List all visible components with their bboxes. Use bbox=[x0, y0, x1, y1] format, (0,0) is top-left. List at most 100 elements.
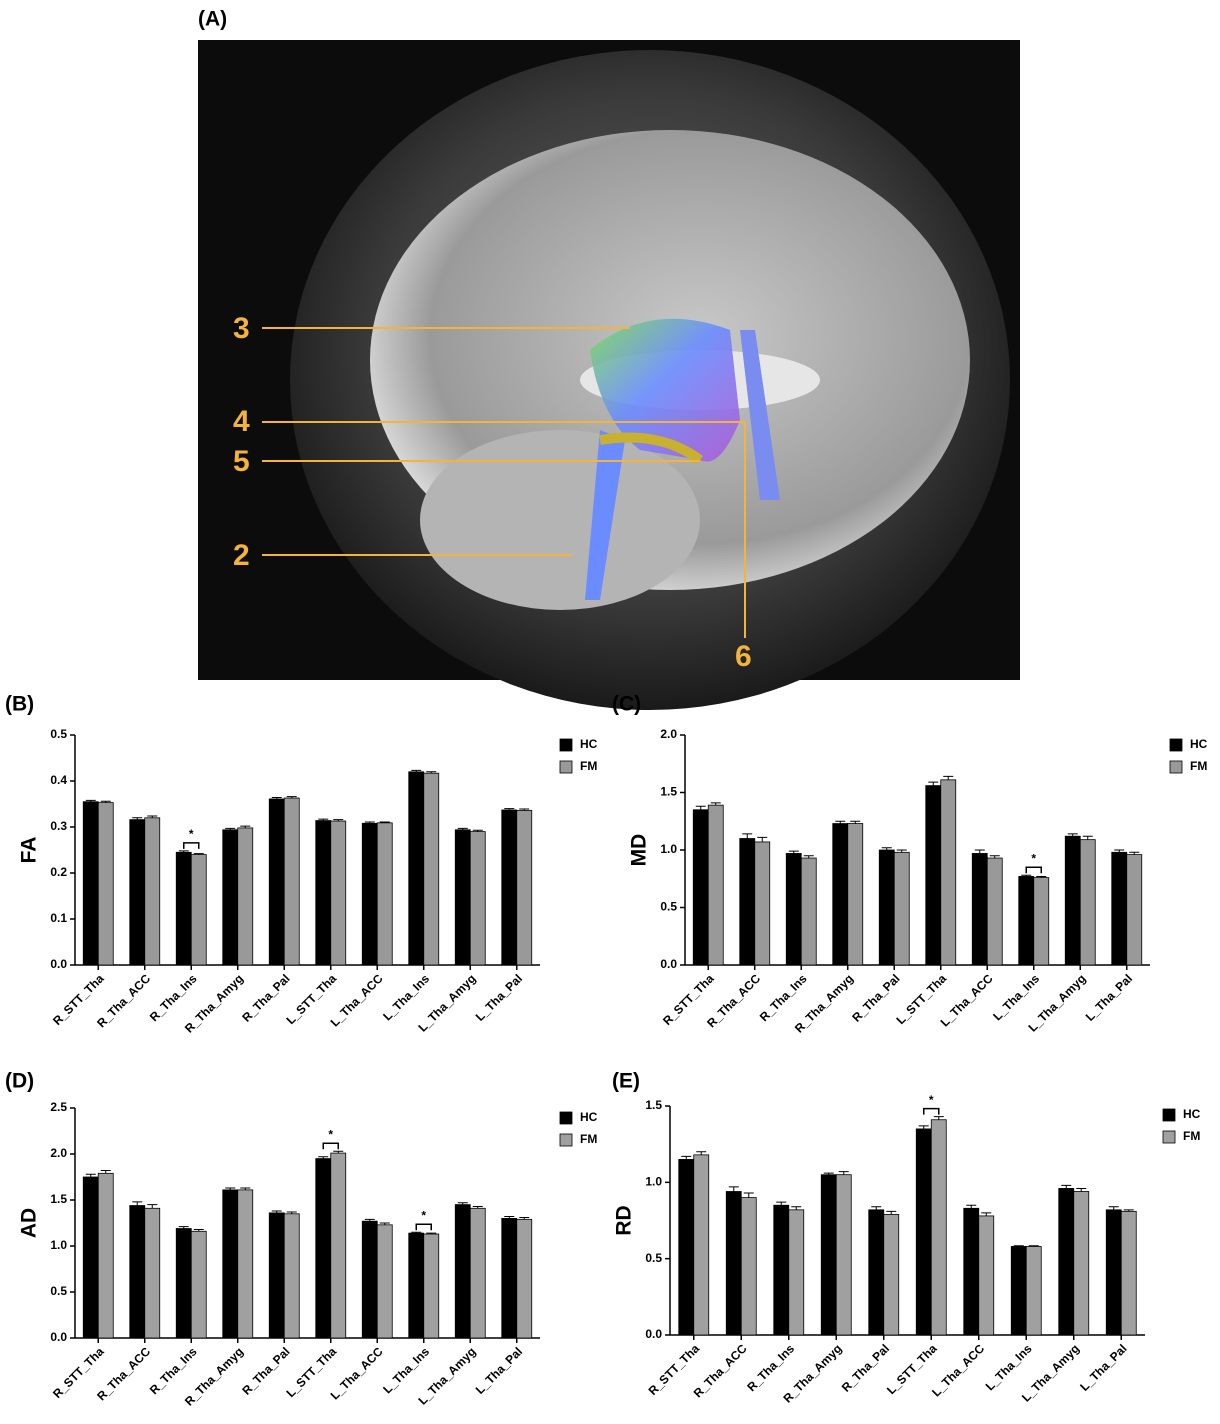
bar bbox=[330, 1152, 347, 1339]
error-bar bbox=[457, 827, 468, 830]
panel-label: (D) bbox=[5, 1070, 34, 1093]
legend-swatch bbox=[1162, 1130, 1176, 1144]
error-bar bbox=[966, 1204, 977, 1209]
error-bar bbox=[504, 808, 515, 810]
legend-swatch bbox=[559, 1133, 573, 1147]
bar bbox=[283, 797, 300, 966]
bar bbox=[754, 841, 771, 966]
error-bar bbox=[881, 847, 892, 850]
error-bar bbox=[333, 1150, 344, 1154]
error-bar bbox=[1076, 1187, 1087, 1192]
bar bbox=[330, 820, 347, 966]
error-bar bbox=[742, 833, 753, 839]
error-bar bbox=[85, 1173, 96, 1177]
error-bar bbox=[838, 1171, 849, 1175]
y-tick-label: 0.0 bbox=[50, 1330, 67, 1344]
error-bar bbox=[886, 1210, 897, 1215]
error-bar bbox=[132, 817, 143, 820]
tract-marker: 2 bbox=[233, 539, 250, 572]
legend-swatch bbox=[559, 1111, 573, 1125]
y-tick-label: 0.2 bbox=[50, 865, 67, 879]
y-axis-label: AD bbox=[18, 1208, 41, 1238]
error-bar bbox=[333, 819, 344, 822]
bar bbox=[175, 1228, 192, 1339]
error-bar bbox=[193, 853, 204, 855]
error-bar bbox=[426, 1232, 437, 1235]
bar bbox=[423, 772, 440, 966]
bar bbox=[1111, 851, 1128, 966]
y-tick-label: 0.4 bbox=[50, 773, 67, 787]
error-bar bbox=[1067, 833, 1078, 837]
error-bar bbox=[100, 1170, 111, 1174]
significance-mark: * bbox=[189, 827, 194, 841]
legend-swatch bbox=[1169, 760, 1183, 774]
significance-mark: * bbox=[1031, 851, 1036, 865]
y-tick-label: 0.0 bbox=[660, 957, 677, 971]
y-tick-label: 0.3 bbox=[50, 819, 67, 833]
legend-swatch bbox=[559, 738, 573, 752]
bar bbox=[1126, 854, 1143, 966]
panel-label: (E) bbox=[612, 1070, 640, 1093]
bar bbox=[315, 1158, 332, 1339]
legend-label: FM bbox=[580, 1132, 597, 1146]
marker-lines bbox=[262, 327, 746, 638]
error-bar bbox=[788, 850, 799, 854]
significance-mark: * bbox=[421, 1208, 426, 1222]
bar bbox=[97, 802, 114, 966]
y-tick-label: 0.5 bbox=[660, 900, 677, 914]
bar bbox=[692, 809, 709, 966]
error-bar bbox=[681, 1155, 692, 1160]
bar bbox=[144, 817, 161, 966]
error-bar bbox=[850, 820, 861, 824]
error-bar bbox=[147, 1204, 158, 1209]
bar bbox=[82, 801, 99, 966]
x-tick-label: L_Tha_Pal bbox=[473, 971, 525, 1023]
bar bbox=[1025, 1246, 1042, 1336]
bar bbox=[129, 1205, 146, 1339]
error-bar bbox=[803, 855, 814, 859]
y-tick-label: 1.5 bbox=[645, 1098, 662, 1112]
error-bar bbox=[318, 1156, 329, 1159]
error-bar bbox=[364, 1218, 375, 1222]
bar bbox=[501, 1218, 518, 1339]
bar bbox=[925, 785, 942, 966]
significance-bracket bbox=[1025, 866, 1042, 874]
error-bar bbox=[411, 769, 422, 772]
x-tick-label: L_Tha_Pal bbox=[1083, 971, 1135, 1023]
bar bbox=[1073, 1191, 1090, 1336]
error-bar bbox=[286, 796, 297, 799]
bar bbox=[1058, 1188, 1075, 1336]
error-bar bbox=[379, 1222, 390, 1225]
y-tick-label: 2.5 bbox=[50, 1100, 67, 1114]
error-bar bbox=[1013, 1245, 1024, 1247]
error-bar bbox=[1123, 1209, 1134, 1212]
error-bar bbox=[178, 850, 189, 853]
legend-swatch bbox=[1162, 1108, 1176, 1122]
error-bar bbox=[1129, 851, 1140, 855]
y-tick-label: 0.0 bbox=[645, 1327, 662, 1341]
bar bbox=[725, 1191, 742, 1336]
error-bar bbox=[240, 1187, 251, 1190]
tract-marker: 4 bbox=[233, 405, 250, 438]
error-bar bbox=[271, 1210, 282, 1213]
error-bar bbox=[318, 818, 329, 821]
significance-bracket bbox=[415, 1223, 432, 1231]
legend-label: HC bbox=[1183, 1107, 1201, 1121]
legend-swatch bbox=[1169, 738, 1183, 752]
bar bbox=[820, 1174, 837, 1336]
bar bbox=[129, 819, 146, 966]
error-bar bbox=[1036, 875, 1047, 878]
y-tick-label: 1.0 bbox=[660, 842, 677, 856]
error-bar bbox=[728, 1186, 739, 1192]
error-bar bbox=[757, 836, 768, 842]
bar bbox=[773, 1204, 790, 1336]
y-tick-label: 0.5 bbox=[50, 1284, 67, 1298]
bar bbox=[376, 822, 393, 966]
y-tick-label: 0.1 bbox=[50, 911, 67, 925]
bar bbox=[878, 849, 895, 966]
error-bar bbox=[147, 815, 158, 818]
y-tick-label: 0.5 bbox=[50, 727, 67, 741]
bar bbox=[785, 853, 802, 966]
legend-label: FM bbox=[580, 759, 597, 773]
error-bar bbox=[695, 805, 706, 810]
